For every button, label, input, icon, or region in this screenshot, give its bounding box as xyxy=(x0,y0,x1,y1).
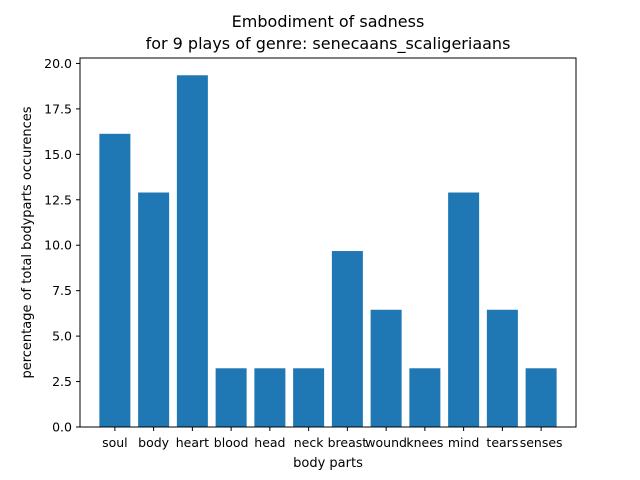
y-tick-label: 10.0 xyxy=(44,238,72,253)
bars-group xyxy=(99,75,557,428)
x-tick-label-breast: breast xyxy=(328,435,368,450)
x-tick-label-heart: heart xyxy=(176,435,209,450)
x-tick-label-neck: neck xyxy=(294,435,324,450)
bar-tears xyxy=(486,309,518,427)
x-tick-label-mind: mind xyxy=(448,435,480,450)
bar-senses xyxy=(525,368,557,427)
chart-title-line2: for 9 plays of genre: senecaans_scaliger… xyxy=(146,34,511,54)
bar-breast xyxy=(331,251,363,427)
x-tick-label-wound: wound xyxy=(365,435,407,450)
chart-title-line1: Embodiment of sadness xyxy=(232,12,425,31)
y-tick-label: 20.0 xyxy=(44,56,72,71)
bar-neck xyxy=(293,368,325,427)
y-tick-label: 15.0 xyxy=(44,147,72,162)
x-tick-label-tears: tears xyxy=(486,435,518,450)
bar-head xyxy=(254,368,286,427)
bar-blood xyxy=(215,368,247,427)
x-tick-label-body: body xyxy=(138,435,170,450)
y-tick-label: 5.0 xyxy=(52,329,72,344)
y-tick-label: 2.5 xyxy=(52,374,72,389)
bar-body xyxy=(138,192,170,427)
y-tick-label: 7.5 xyxy=(52,283,72,298)
x-tick-label-soul: soul xyxy=(102,435,128,450)
y-tick-label: 0.0 xyxy=(52,420,72,435)
y-tick-label: 12.5 xyxy=(44,192,72,207)
bar-knees xyxy=(409,368,441,427)
x-tick-label-blood: blood xyxy=(214,435,249,450)
bar-mind xyxy=(448,192,480,427)
bar-soul xyxy=(99,133,131,428)
bar-heart xyxy=(176,75,208,428)
bar-wound xyxy=(370,309,402,427)
y-ticks-group: 0.0 2.5 5.0 7.5 10.0 12.5 15.0 17.5 20.0 xyxy=(44,56,80,435)
x-tick-label-senses: senses xyxy=(520,435,563,450)
plot-frame xyxy=(79,57,577,428)
x-tick-label-knees: knees xyxy=(406,435,443,450)
x-axis-label: body parts xyxy=(293,456,363,471)
y-axis-label: percentage of total bodyparts occurences xyxy=(20,106,35,378)
y-tick-label: 17.5 xyxy=(44,101,72,116)
x-tick-label-head: head xyxy=(254,435,285,450)
